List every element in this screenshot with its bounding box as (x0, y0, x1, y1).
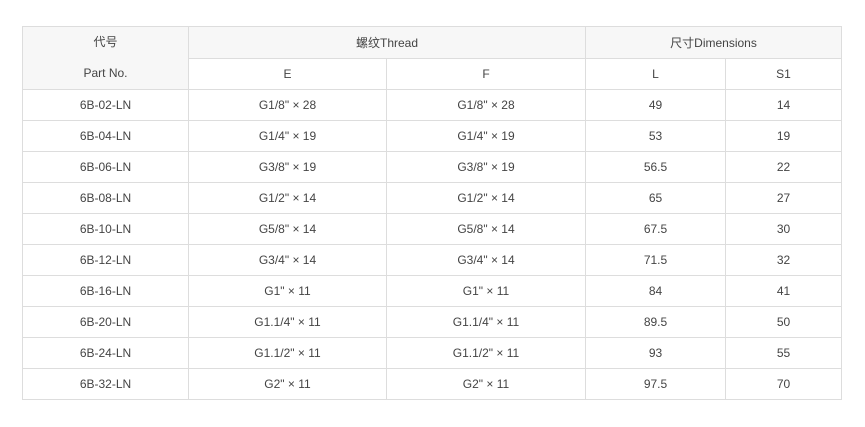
header-l: L (585, 57, 726, 90)
cell-thread-e: G1.1/2" × 11 (188, 337, 387, 369)
cell-dim-s1: 27 (724, 182, 843, 214)
table-row: 6B-32-LN G2" × 11 G2" × 11 97.5 70 (22, 368, 843, 400)
cell-part-no: 6B-24-LN (22, 337, 189, 369)
cell-thread-f: G1/8" × 28 (386, 89, 586, 121)
header-code-cn: 代号 (93, 35, 118, 49)
cell-dim-s1: 41 (724, 275, 843, 307)
cell-thread-e: G2" × 11 (188, 368, 387, 400)
cell-part-no: 6B-02-LN (22, 89, 189, 121)
table-row: 6B-04-LN G1/4" × 19 G1/4" × 19 53 19 (22, 120, 843, 152)
cell-thread-e: G1/4" × 19 (188, 120, 387, 152)
cell-part-no: 6B-04-LN (22, 120, 189, 152)
cell-dim-l: 97.5 (585, 368, 726, 400)
cell-dim-l: 53 (585, 120, 726, 152)
table-row: 6B-20-LN G1.1/4" × 11 G1.1/4" × 11 89.5 50 (22, 306, 843, 338)
cell-dim-l: 56.5 (585, 151, 726, 183)
cell-thread-f: G2" × 11 (386, 368, 586, 400)
cell-dim-s1: 22 (724, 151, 843, 183)
cell-part-no: 6B-10-LN (22, 213, 189, 245)
header-f: F (386, 57, 586, 90)
table-row: 6B-12-LN G3/4" × 14 G3/4" × 14 71.5 32 (22, 244, 843, 276)
cell-thread-f: G1/4" × 19 (386, 120, 586, 152)
cell-thread-f: G1/2" × 14 (386, 182, 586, 214)
cell-thread-f: G1" × 11 (386, 275, 586, 307)
cell-thread-f: G1.1/4" × 11 (386, 306, 586, 338)
cell-thread-f: G3/8" × 19 (386, 151, 586, 183)
dimensions-table: 代号 Part No. 螺纹Thread 尺寸Dimensions E F L … (22, 26, 843, 400)
cell-part-no: 6B-06-LN (22, 151, 189, 183)
cell-dim-l: 84 (585, 275, 726, 307)
header-part-no: 代号 Part No. (22, 26, 189, 90)
cell-dim-l: 93 (585, 337, 726, 369)
cell-dim-l: 89.5 (585, 306, 726, 338)
cell-thread-e: G5/8" × 14 (188, 213, 387, 245)
table-row: 6B-10-LN G5/8" × 14 G5/8" × 14 67.5 30 (22, 213, 843, 245)
cell-part-no: 6B-32-LN (22, 368, 189, 400)
table-row: 6B-24-LN G1.1/2" × 11 G1.1/2" × 11 93 55 (22, 337, 843, 369)
header-e: E (188, 57, 387, 90)
cell-dim-s1: 55 (724, 337, 843, 369)
cell-dim-s1: 14 (724, 89, 843, 121)
header-thread: 螺纹Thread (188, 26, 586, 59)
table-row: 6B-16-LN G1" × 11 G1" × 11 84 41 (22, 275, 843, 307)
table-row: 6B-06-LN G3/8" × 19 G3/8" × 19 56.5 22 (22, 151, 843, 183)
header-dimensions: 尺寸Dimensions (584, 26, 843, 59)
cell-dim-l: 67.5 (585, 213, 726, 245)
cell-thread-f: G1.1/2" × 11 (386, 337, 586, 369)
cell-thread-e: G1/2" × 14 (188, 182, 387, 214)
cell-part-no: 6B-12-LN (22, 244, 189, 276)
header-part-no-en: Part No. (83, 66, 128, 80)
cell-part-no: 6B-20-LN (22, 306, 189, 338)
cell-thread-e: G1" × 11 (188, 275, 387, 307)
cell-dim-l: 65 (585, 182, 726, 214)
cell-dim-s1: 32 (724, 244, 843, 276)
cell-thread-e: G1/8" × 28 (188, 89, 387, 121)
table-row: 6B-02-LN G1/8" × 28 G1/8" × 28 49 14 (22, 89, 843, 121)
cell-dim-s1: 19 (724, 120, 843, 152)
cell-thread-f: G3/4" × 14 (386, 244, 586, 276)
cell-dim-s1: 50 (724, 306, 843, 338)
cell-thread-e: G1.1/4" × 11 (188, 306, 387, 338)
cell-dim-l: 71.5 (585, 244, 726, 276)
cell-thread-f: G5/8" × 14 (386, 213, 586, 245)
cell-part-no: 6B-16-LN (22, 275, 189, 307)
cell-dim-l: 49 (585, 89, 726, 121)
table-row: 6B-08-LN G1/2" × 14 G1/2" × 14 65 27 (22, 182, 843, 214)
cell-thread-e: G3/8" × 19 (188, 151, 387, 183)
header-s1: S1 (724, 57, 843, 90)
cell-part-no: 6B-08-LN (22, 182, 189, 214)
cell-dim-s1: 70 (724, 368, 843, 400)
cell-thread-e: G3/4" × 14 (188, 244, 387, 276)
cell-dim-s1: 30 (724, 213, 843, 245)
